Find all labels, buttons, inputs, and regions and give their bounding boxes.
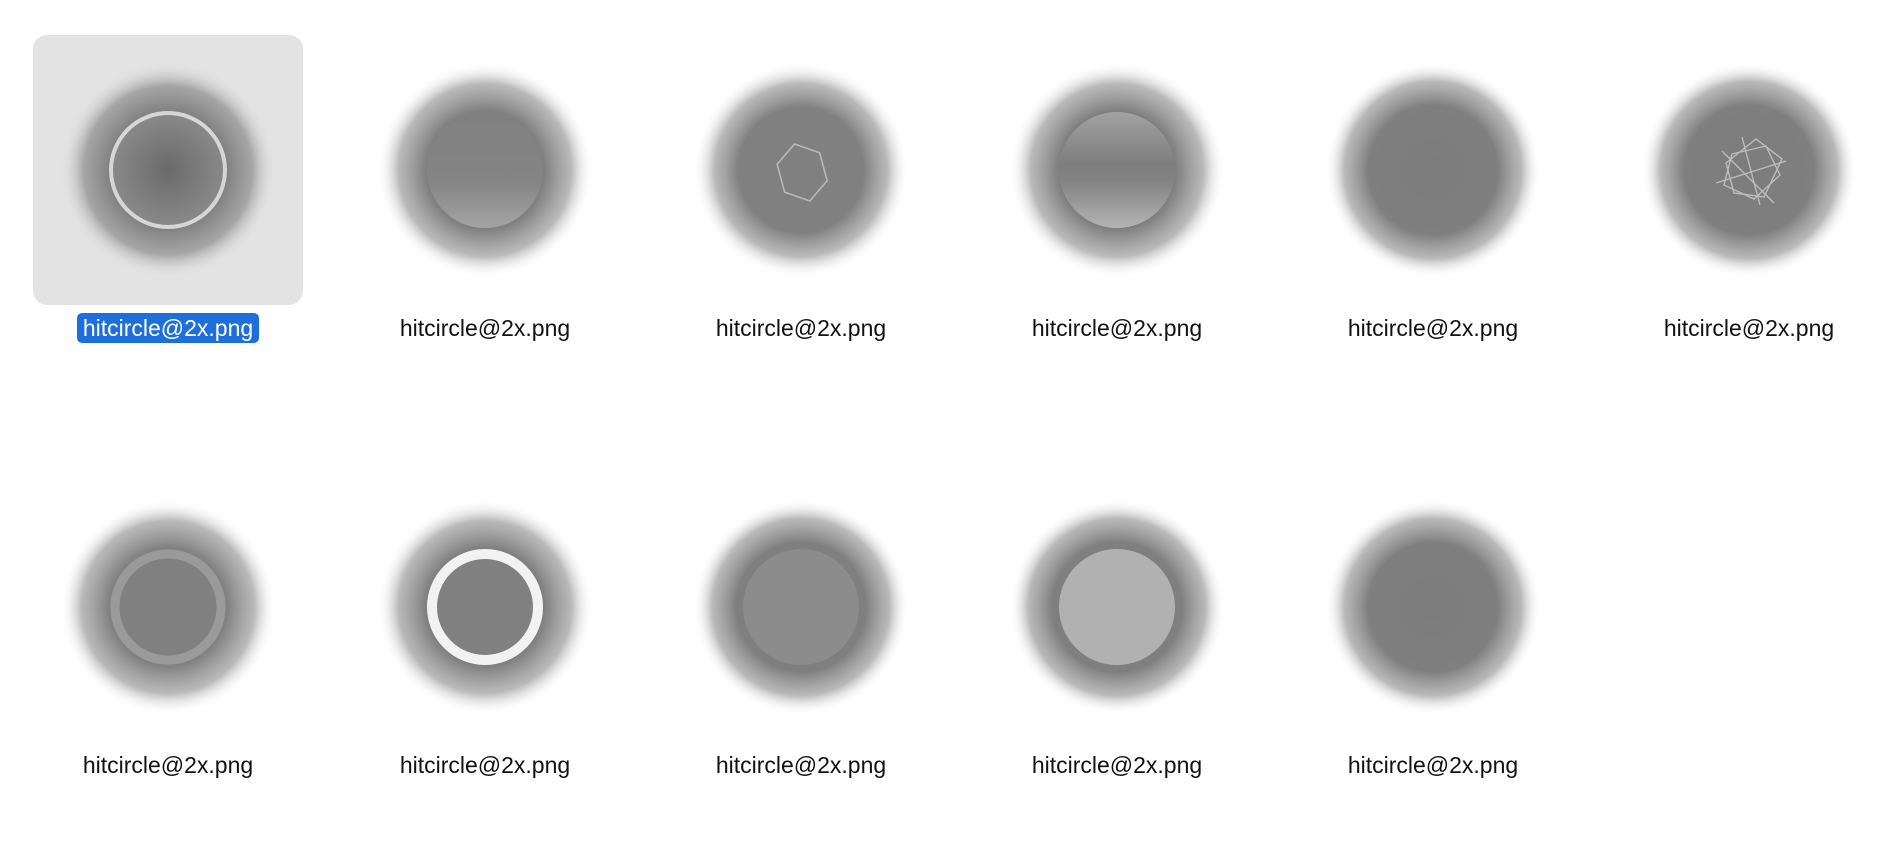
geometric-lines-icon — [1715, 136, 1787, 206]
file-item[interactable]: hitcircle@2x.png — [666, 472, 936, 812]
file-item[interactable]: hitcircle@2x.png — [1614, 35, 1884, 375]
file-name-label[interactable]: hitcircle@2x.png — [1031, 315, 1203, 341]
file-item[interactable]: hitcircle@2x.png — [982, 35, 1252, 375]
hitcircle-preview-icon — [377, 499, 593, 715]
file-name-label[interactable]: hitcircle@2x.png — [1663, 315, 1835, 341]
hitcircle-preview-icon — [1325, 499, 1541, 715]
hitcircle-preview-icon — [377, 62, 593, 278]
file-thumbnail[interactable] — [1614, 35, 1884, 305]
file-thumbnail[interactable] — [666, 472, 936, 742]
file-name-label[interactable]: hitcircle@2x.png — [399, 315, 571, 341]
file-item[interactable]: hitcircle@2x.png — [33, 472, 303, 812]
file-thumbnail[interactable] — [666, 35, 936, 305]
file-thumbnail[interactable] — [350, 472, 620, 742]
file-thumbnail[interactable] — [33, 35, 303, 305]
hitcircle-preview-icon — [1325, 62, 1541, 278]
file-name-label[interactable]: hitcircle@2x.png — [1347, 752, 1519, 778]
file-item[interactable]: hitcircle@2x.png — [1298, 35, 1568, 375]
hitcircle-preview-icon — [693, 499, 909, 715]
hitcircle-preview-icon — [60, 499, 276, 715]
file-thumbnail[interactable] — [350, 35, 620, 305]
file-item[interactable]: hitcircle@2x.png — [33, 35, 303, 375]
file-item[interactable]: hitcircle@2x.png — [982, 472, 1252, 812]
file-thumbnail[interactable] — [1298, 35, 1568, 305]
hitcircle-preview-icon — [1009, 499, 1225, 715]
file-name-label[interactable]: hitcircle@2x.png — [715, 315, 887, 341]
file-name-label[interactable]: hitcircle@2x.png — [82, 752, 254, 778]
file-item[interactable]: hitcircle@2x.png — [350, 472, 620, 812]
file-name-label[interactable]: hitcircle@2x.png — [76, 313, 260, 343]
file-item[interactable]: hitcircle@2x.png — [1298, 472, 1568, 812]
hitcircle-preview-icon — [693, 62, 909, 278]
hitcircle-preview-icon — [1009, 62, 1225, 278]
file-name-label[interactable]: hitcircle@2x.png — [1031, 752, 1203, 778]
file-name-label[interactable]: hitcircle@2x.png — [715, 752, 887, 778]
file-name-label[interactable]: hitcircle@2x.png — [1347, 315, 1519, 341]
hitcircle-preview-icon — [1641, 62, 1857, 278]
file-thumbnail[interactable] — [982, 472, 1252, 742]
file-item[interactable]: hitcircle@2x.png — [350, 35, 620, 375]
hexagon-outline-icon — [776, 143, 829, 202]
file-item[interactable]: hitcircle@2x.png — [666, 35, 936, 375]
file-thumbnail[interactable] — [1298, 472, 1568, 742]
file-thumbnail[interactable] — [33, 472, 303, 742]
hitcircle-preview-icon — [60, 62, 276, 278]
file-name-label[interactable]: hitcircle@2x.png — [399, 752, 571, 778]
file-thumbnail[interactable] — [982, 35, 1252, 305]
